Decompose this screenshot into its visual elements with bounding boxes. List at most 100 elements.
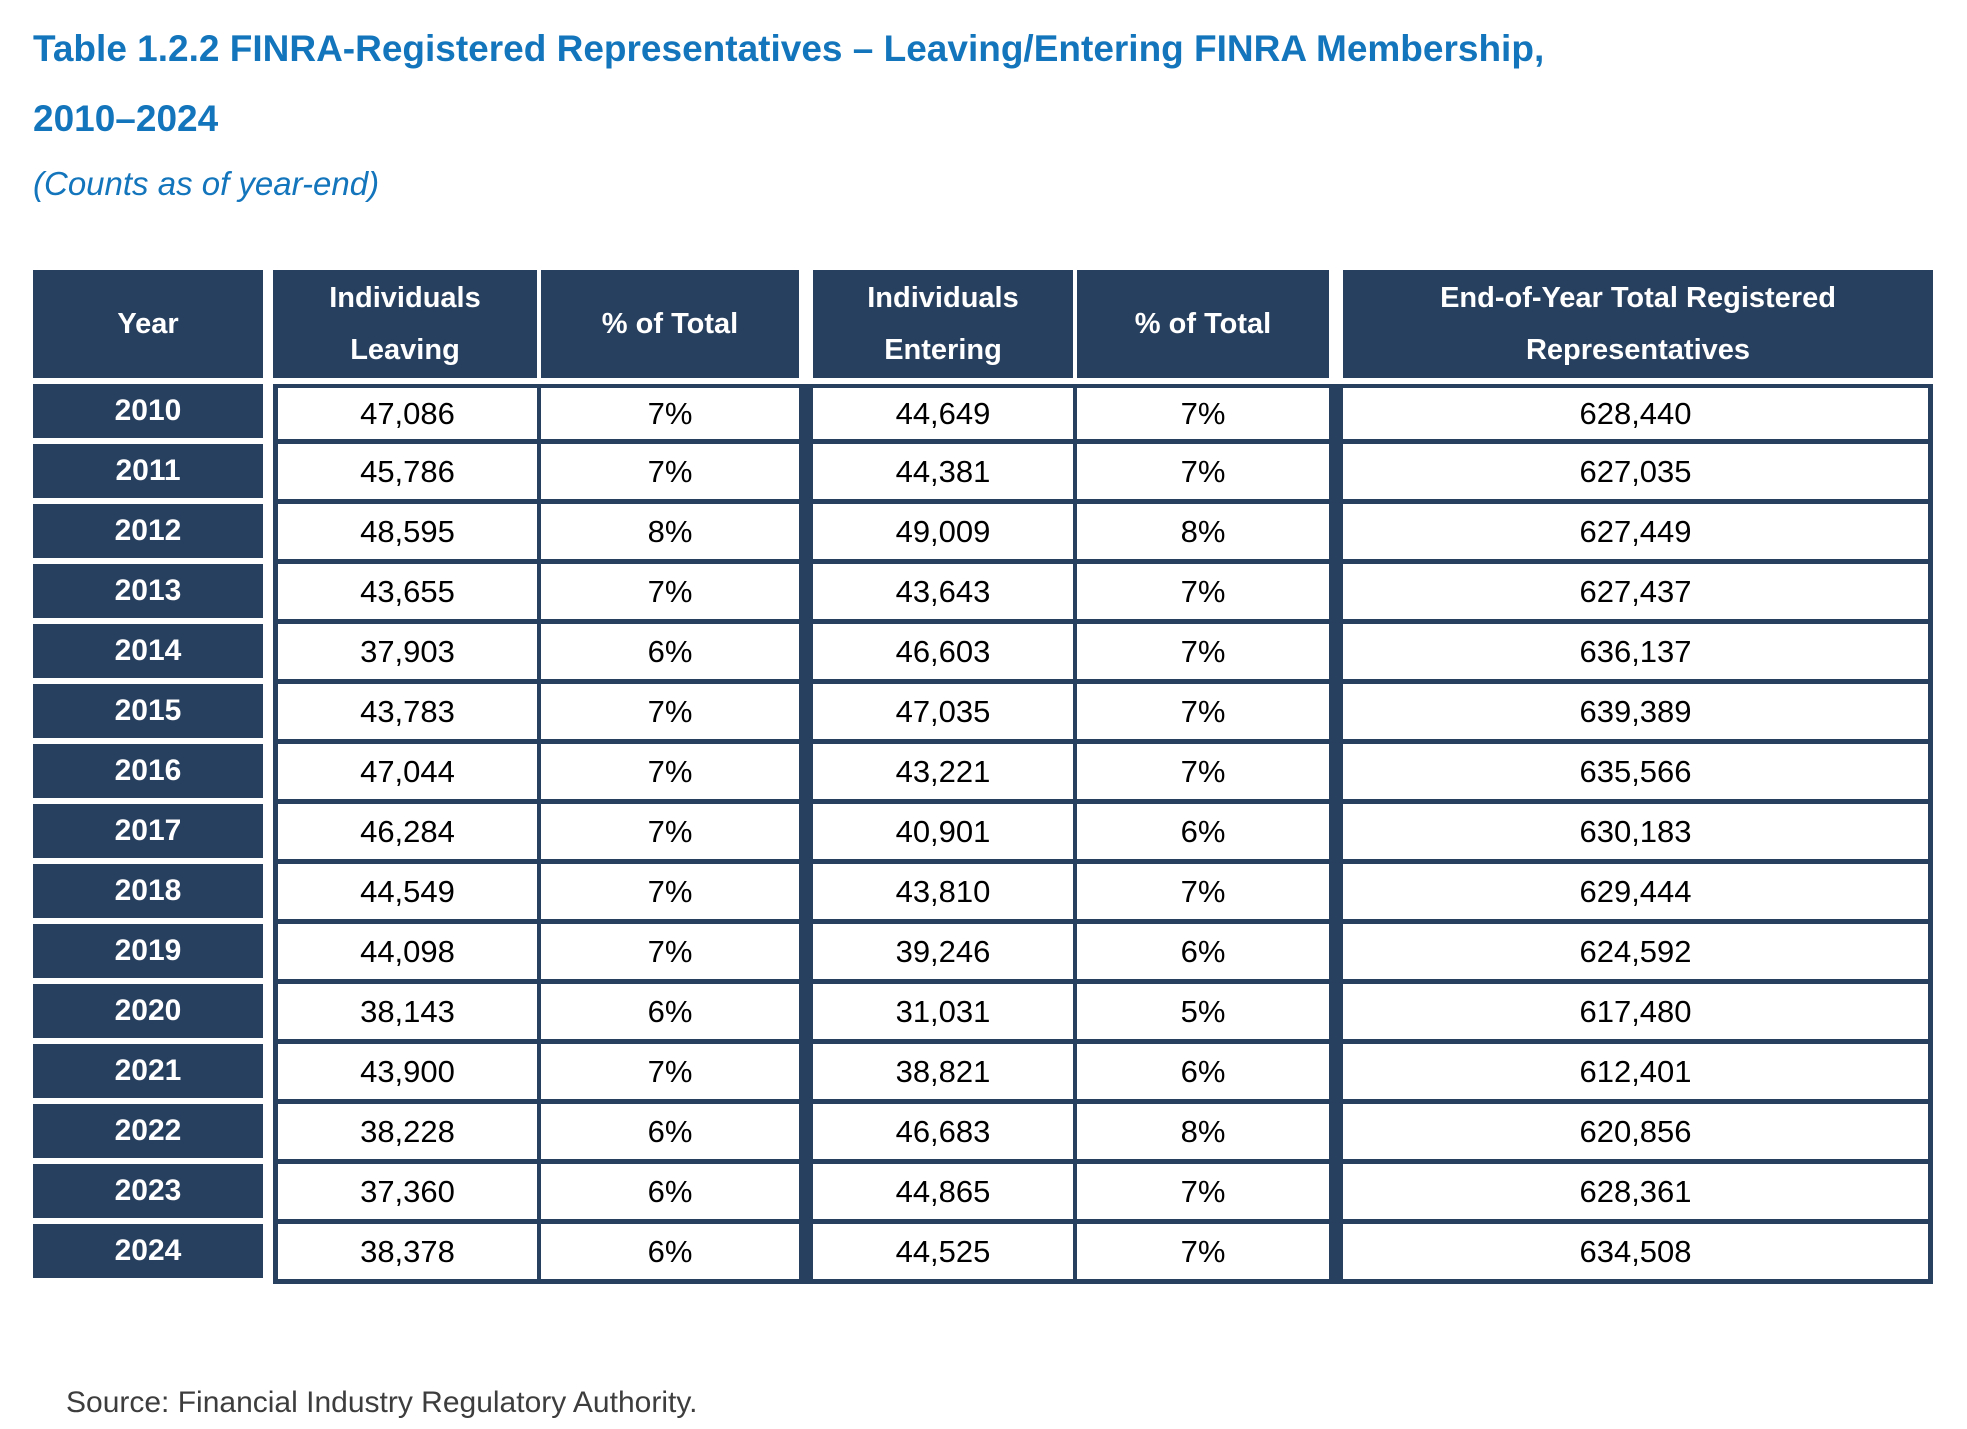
individuals-entering-cell: 39,246 xyxy=(813,924,1077,984)
source-note: Source: Financial Industry Regulatory Au… xyxy=(66,1386,698,1419)
pct-of-total-entering-cell: 8% xyxy=(1077,504,1343,564)
table-row: 2014 37,903 6% 46,603 7% 636,137 xyxy=(33,624,1933,684)
table-row: 2011 45,786 7% 44,381 7% 627,035 xyxy=(33,444,1933,504)
individuals-leaving-cell: 38,143 xyxy=(273,984,541,1044)
individuals-entering-cell: 31,031 xyxy=(813,984,1077,1044)
total-registered-reps-cell: 636,137 xyxy=(1343,624,1933,684)
pct-of-total-entering-cell: 7% xyxy=(1077,444,1343,504)
individuals-entering-cell: 38,821 xyxy=(813,1044,1077,1104)
individuals-entering-cell: 49,009 xyxy=(813,504,1077,564)
header-pct-of-total-entering: % of Total xyxy=(1077,270,1343,384)
total-registered-reps-cell: 617,480 xyxy=(1343,984,1933,1044)
table-row: 2016 47,044 7% 43,221 7% 635,566 xyxy=(33,744,1933,804)
year-cell: 2016 xyxy=(33,744,273,804)
header-pct-of-total-leaving: % of Total xyxy=(541,270,813,384)
header-end-of-year-total: End-of-Year Total Registered Representat… xyxy=(1343,270,1933,384)
individuals-entering-cell: 43,221 xyxy=(813,744,1077,804)
pct-of-total-entering-cell: 7% xyxy=(1077,744,1343,804)
individuals-leaving-cell: 37,903 xyxy=(273,624,541,684)
pct-of-total-entering-cell: 6% xyxy=(1077,1044,1343,1104)
pct-of-total-entering-cell: 7% xyxy=(1077,564,1343,624)
total-registered-reps-cell: 634,508 xyxy=(1343,1224,1933,1284)
header-individuals-leaving: Individuals Leaving xyxy=(273,270,541,384)
total-registered-reps-cell: 628,361 xyxy=(1343,1164,1933,1224)
year-cell: 2015 xyxy=(33,684,273,744)
total-registered-reps-cell: 627,449 xyxy=(1343,504,1933,564)
year-cell: 2013 xyxy=(33,564,273,624)
total-registered-reps-cell: 612,401 xyxy=(1343,1044,1933,1104)
table-row: 2017 46,284 7% 40,901 6% 630,183 xyxy=(33,804,1933,864)
year-cell: 2010 xyxy=(33,384,273,444)
individuals-leaving-cell: 43,655 xyxy=(273,564,541,624)
pct-of-total-entering-cell: 6% xyxy=(1077,924,1343,984)
year-cell: 2022 xyxy=(33,1104,273,1164)
individuals-leaving-cell: 43,783 xyxy=(273,684,541,744)
individuals-leaving-cell: 38,378 xyxy=(273,1224,541,1284)
pct-of-total-leaving-cell: 7% xyxy=(541,1044,813,1104)
individuals-leaving-cell: 47,086 xyxy=(273,384,541,444)
total-registered-reps-cell: 627,035 xyxy=(1343,444,1933,504)
total-registered-reps-cell: 628,440 xyxy=(1343,384,1933,444)
year-cell: 2017 xyxy=(33,804,273,864)
table-row: 2013 43,655 7% 43,643 7% 627,437 xyxy=(33,564,1933,624)
pct-of-total-entering-cell: 7% xyxy=(1077,1164,1343,1224)
individuals-entering-cell: 44,865 xyxy=(813,1164,1077,1224)
total-registered-reps-cell: 635,566 xyxy=(1343,744,1933,804)
pct-of-total-leaving-cell: 7% xyxy=(541,444,813,504)
pct-of-total-leaving-cell: 7% xyxy=(541,864,813,924)
year-cell: 2020 xyxy=(33,984,273,1044)
pct-of-total-entering-cell: 7% xyxy=(1077,384,1343,444)
table-row: 2012 48,595 8% 49,009 8% 627,449 xyxy=(33,504,1933,564)
table-row: 2023 37,360 6% 44,865 7% 628,361 xyxy=(33,1164,1933,1224)
pct-of-total-entering-cell: 7% xyxy=(1077,684,1343,744)
table-subtitle: (Counts as of year-end) xyxy=(33,165,380,202)
year-cell: 2018 xyxy=(33,864,273,924)
pct-of-total-entering-cell: 7% xyxy=(1077,864,1343,924)
table-row: 2015 43,783 7% 47,035 7% 639,389 xyxy=(33,684,1933,744)
pct-of-total-entering-cell: 7% xyxy=(1077,624,1343,684)
individuals-leaving-cell: 48,595 xyxy=(273,504,541,564)
year-cell: 2024 xyxy=(33,1224,273,1284)
individuals-entering-cell: 46,603 xyxy=(813,624,1077,684)
table-row: 2020 38,143 6% 31,031 5% 617,480 xyxy=(33,984,1933,1044)
table-title: Table 1.2.2 FINRA-Registered Representat… xyxy=(33,28,1545,139)
table-row: 2022 38,228 6% 46,683 8% 620,856 xyxy=(33,1104,1933,1164)
individuals-entering-cell: 44,649 xyxy=(813,384,1077,444)
pct-of-total-leaving-cell: 6% xyxy=(541,624,813,684)
pct-of-total-leaving-cell: 7% xyxy=(541,684,813,744)
year-cell: 2014 xyxy=(33,624,273,684)
total-registered-reps-cell: 624,592 xyxy=(1343,924,1933,984)
individuals-entering-cell: 44,525 xyxy=(813,1224,1077,1284)
year-cell: 2023 xyxy=(33,1164,273,1224)
year-cell: 2021 xyxy=(33,1044,273,1104)
finra-registered-reps-table: Year Individuals Leaving % of Total Indi… xyxy=(33,270,1933,1284)
pct-of-total-leaving-cell: 6% xyxy=(541,1164,813,1224)
individuals-leaving-cell: 45,786 xyxy=(273,444,541,504)
header-individuals-entering: Individuals Entering xyxy=(813,270,1077,384)
individuals-entering-cell: 43,643 xyxy=(813,564,1077,624)
individuals-entering-cell: 40,901 xyxy=(813,804,1077,864)
individuals-leaving-cell: 47,044 xyxy=(273,744,541,804)
year-cell: 2011 xyxy=(33,444,273,504)
pct-of-total-leaving-cell: 7% xyxy=(541,744,813,804)
pct-of-total-entering-cell: 6% xyxy=(1077,804,1343,864)
pct-of-total-leaving-cell: 7% xyxy=(541,384,813,444)
table-row: 2018 44,549 7% 43,810 7% 629,444 xyxy=(33,864,1933,924)
table-row: 2021 43,900 7% 38,821 6% 612,401 xyxy=(33,1044,1933,1104)
table-row: 2024 38,378 6% 44,525 7% 634,508 xyxy=(33,1224,1933,1284)
pct-of-total-leaving-cell: 6% xyxy=(541,984,813,1044)
table-row: 2010 47,086 7% 44,649 7% 628,440 xyxy=(33,384,1933,444)
pct-of-total-leaving-cell: 7% xyxy=(541,804,813,864)
total-registered-reps-cell: 630,183 xyxy=(1343,804,1933,864)
pct-of-total-entering-cell: 8% xyxy=(1077,1104,1343,1164)
individuals-leaving-cell: 44,098 xyxy=(273,924,541,984)
individuals-entering-cell: 44,381 xyxy=(813,444,1077,504)
pct-of-total-leaving-cell: 7% xyxy=(541,924,813,984)
total-registered-reps-cell: 639,389 xyxy=(1343,684,1933,744)
pct-of-total-entering-cell: 7% xyxy=(1077,1224,1343,1284)
individuals-leaving-cell: 46,284 xyxy=(273,804,541,864)
pct-of-total-leaving-cell: 7% xyxy=(541,564,813,624)
individuals-entering-cell: 47,035 xyxy=(813,684,1077,744)
total-registered-reps-cell: 627,437 xyxy=(1343,564,1933,624)
